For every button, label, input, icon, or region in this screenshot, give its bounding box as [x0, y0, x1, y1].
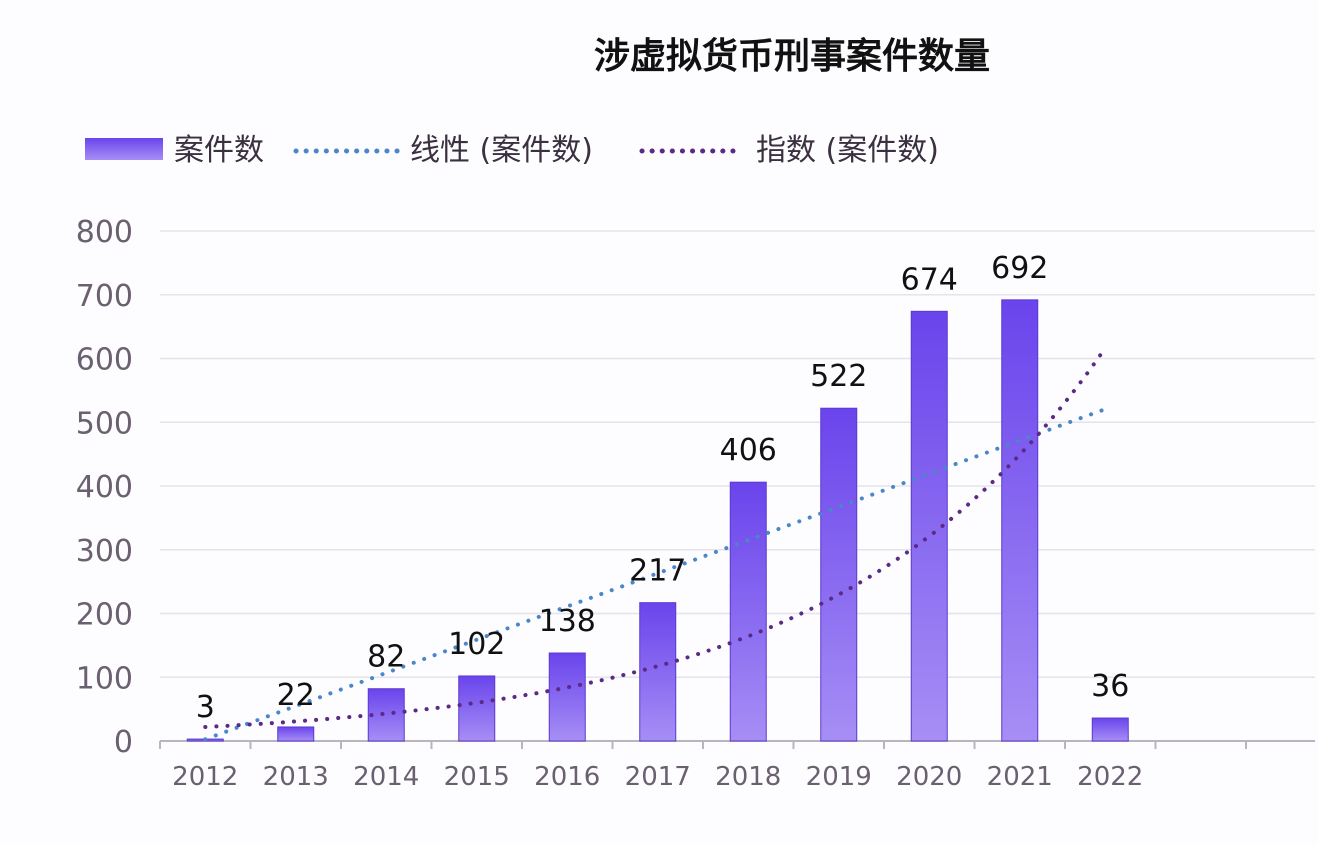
bar-2014 — [367, 688, 405, 742]
legend: 案件数 线性 (案件数) 指数 (案件数) — [85, 133, 939, 168]
legend-label-linear: 线性 (案件数) — [410, 133, 593, 168]
data-label-2019: 522 — [810, 359, 867, 394]
data-label-2016: 138 — [539, 604, 596, 639]
chart-title: 涉虚拟货币刑事案件数量 — [594, 36, 990, 77]
y-tick-label: 100 — [76, 661, 133, 696]
data-label-2020: 674 — [901, 262, 958, 297]
x-tick-label: 2012 — [172, 762, 238, 792]
x-tick-label: 2022 — [1077, 762, 1143, 792]
linear-trendline — [203, 406, 1108, 742]
bar-2018 — [729, 481, 767, 742]
data-label-2013: 22 — [277, 678, 315, 713]
y-tick-label: 0 — [114, 725, 133, 760]
bar-2013 — [277, 726, 315, 742]
exponential-trendline — [203, 345, 1108, 729]
x-tick-label: 2017 — [625, 762, 691, 792]
data-label-2022: 36 — [1091, 669, 1129, 704]
x-tick-label: 2014 — [353, 762, 419, 792]
bar-2016 — [548, 652, 586, 742]
y-tick-label: 600 — [76, 343, 133, 378]
x-tick-label: 2020 — [896, 762, 962, 792]
bar-2021 — [1001, 299, 1039, 742]
data-label-2018: 406 — [720, 433, 777, 468]
y-tick-label: 300 — [76, 534, 133, 569]
x-tick-label: 2016 — [534, 762, 600, 792]
bar-2019 — [820, 407, 858, 742]
x-tick-label: 2021 — [987, 762, 1053, 792]
x-tick-label: 2013 — [263, 762, 329, 792]
y-tick-label: 500 — [76, 406, 133, 441]
y-tick-label: 800 — [76, 215, 133, 250]
data-label-2015: 102 — [448, 627, 505, 662]
y-tick-label: 200 — [76, 598, 133, 633]
bar-2017 — [639, 602, 677, 742]
bar-2022 — [1091, 717, 1129, 742]
data-label-2012: 3 — [196, 690, 215, 725]
x-tick-label: 2018 — [715, 762, 781, 792]
data-label-2014: 82 — [367, 640, 405, 675]
trendlines — [203, 345, 1108, 742]
y-axis: 0 100 200 300 400 500 600 700 800 — [76, 215, 133, 760]
bar-2015 — [458, 675, 496, 742]
x-axis: 2012 2013 2014 2015 2016 2017 2018 2019 2020 2021… — [159, 740, 1315, 792]
x-tick-label: 2015 — [444, 762, 510, 792]
data-label-2021: 692 — [991, 251, 1048, 286]
legend-label-bars: 案件数 — [174, 133, 264, 168]
legend-label-exp: 指数 (案件数) — [756, 133, 939, 168]
y-tick-label: 700 — [76, 279, 133, 314]
data-label-2017: 217 — [629, 554, 686, 589]
y-tick-label: 400 — [76, 470, 133, 505]
x-tick-label: 2019 — [806, 762, 872, 792]
bars — [186, 299, 1129, 742]
data-labels: 3 22 82 102 138 217 406 522 674 692 36 — [196, 251, 1130, 725]
legend-bar-swatch — [85, 138, 163, 160]
